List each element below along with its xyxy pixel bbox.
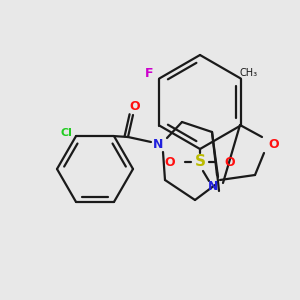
Text: O: O: [130, 100, 140, 112]
Text: O: O: [165, 155, 175, 169]
Text: N: N: [208, 181, 218, 194]
Text: Cl: Cl: [60, 128, 72, 138]
Text: S: S: [194, 154, 206, 169]
Text: O: O: [269, 139, 279, 152]
Text: CH₃: CH₃: [240, 68, 258, 79]
Text: O: O: [225, 155, 235, 169]
Text: N: N: [153, 139, 163, 152]
Text: F: F: [145, 67, 154, 80]
